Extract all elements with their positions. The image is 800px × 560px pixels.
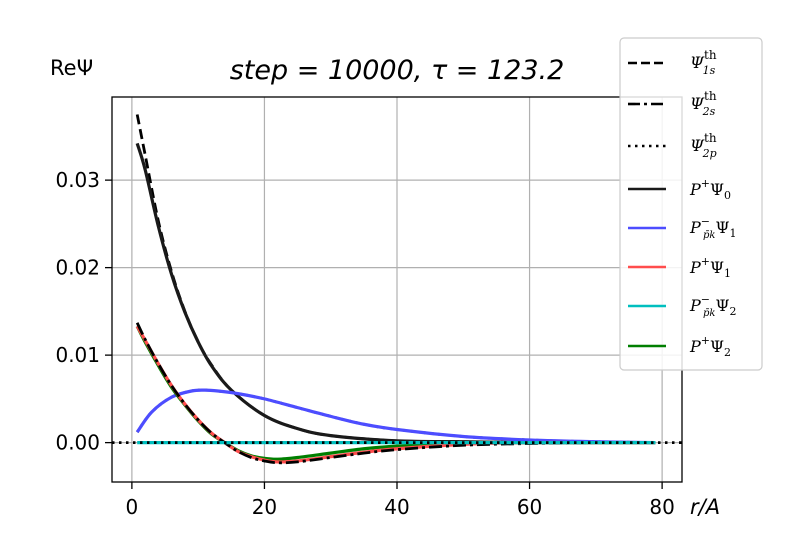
y-tick-label: 0.02 <box>55 256 100 280</box>
x-tick-label: 80 <box>649 495 674 519</box>
x-tick-label: 60 <box>517 495 542 519</box>
y-tick-label: 0.00 <box>55 431 100 455</box>
series-line-3 <box>135 388 656 445</box>
series-line-6 <box>135 322 656 465</box>
x-tick-label: 20 <box>252 495 277 519</box>
legend-label-p-plus-psi0: P+Ψ0 <box>689 177 731 202</box>
axis-ticks: 0 20 40 60 80 0.00 0.01 0.02 0.03 <box>55 168 674 519</box>
legend-label-p-plus-psi2: P+Ψ2 <box>689 334 731 359</box>
legend-label-p-plus-psi1: P+Ψ1 <box>689 255 731 280</box>
x-tick-label: 40 <box>384 495 409 519</box>
x-tick-label: 0 <box>126 495 139 519</box>
legend-box <box>619 37 763 371</box>
chart-title: step = 10000, τ = 123.2 <box>230 55 565 86</box>
legend: Ψth 1s Ψth 2s Ψth 2p P+Ψ0 P− p̄kΨ1 P+Ψ1 P− p̄… <box>619 37 763 371</box>
y-tick-label: 0.03 <box>55 168 100 192</box>
plot-series <box>112 114 682 465</box>
y-tick-label: 0.01 <box>55 343 100 367</box>
y-axis-label: ReΨ <box>50 56 93 80</box>
x-axis-label: r/A <box>690 495 720 519</box>
